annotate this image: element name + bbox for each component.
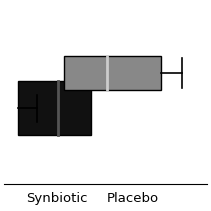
Text: Placebo: Placebo	[107, 192, 159, 205]
Bar	[18, 81, 91, 135]
Bar	[64, 56, 161, 90]
Text: Synbiotic: Synbiotic	[26, 192, 88, 205]
